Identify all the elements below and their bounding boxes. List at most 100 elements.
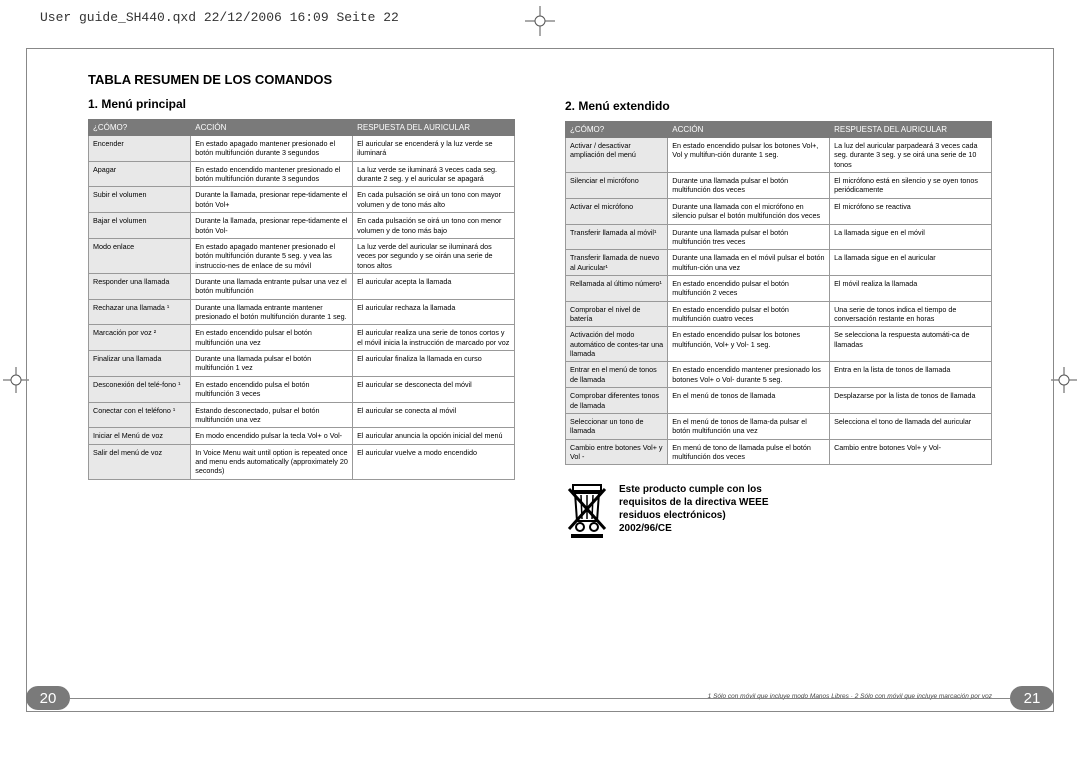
table-cell: Activación del modo automático de contes… — [566, 327, 668, 362]
table-cell: Durante una llamada pulsar el botón mult… — [668, 224, 830, 250]
table-cell: En cada pulsación se oirá un tono con me… — [353, 213, 515, 239]
table-cell: Activar el micrófono — [566, 198, 668, 224]
table-cell: Comprobar el nivel de batería — [566, 301, 668, 327]
table-cell: Rechazar una llamada ¹ — [89, 299, 191, 325]
col-header: ¿CÓMO? — [566, 122, 668, 138]
table-cell: Transferir llamada de nuevo al Auricular… — [566, 250, 668, 276]
table-cell: Activar / desactivar ampliación del menú — [566, 138, 668, 173]
table-cell: Cambio entre botones Vol+ y Vol- — [830, 439, 992, 465]
table-cell: Encender — [89, 136, 191, 162]
weee-line: 2002/96/CE — [619, 522, 769, 535]
table-cell: Iniciar el Menú de voz — [89, 428, 191, 444]
table-cell: In Voice Menu wait until option is repea… — [191, 444, 353, 479]
table-row: Rellamada al último número¹En estado enc… — [566, 275, 992, 301]
table-cell: Finalizar una llamada — [89, 351, 191, 377]
crop-mark-right — [1051, 367, 1077, 393]
section-title-right: 2. Menú extendido — [565, 99, 992, 113]
table-row: Bajar el volumenDurante la llamada, pres… — [89, 213, 515, 239]
table-cell: Conectar con el teléfono ¹ — [89, 402, 191, 428]
page-num: 21 — [1010, 686, 1054, 710]
table-cell: Subir el volumen — [89, 187, 191, 213]
table-row: Marcación por voz ²En estado encendido p… — [89, 325, 515, 351]
table-cell: Entrar en el menú de tonos de llamada — [566, 362, 668, 388]
table-row: EncenderEn estado apagado mantener presi… — [89, 136, 515, 162]
table-row: Activar el micrófonoDurante una llamada … — [566, 198, 992, 224]
table-cell: La luz del auricular parpadeará 3 veces … — [830, 138, 992, 173]
left-page: TABLA RESUMEN DE LOS COMANDOS 1. Menú pr… — [88, 72, 515, 698]
weee-text: Este producto cumple con los requisitos … — [619, 483, 769, 535]
table-row: Comprobar el nivel de bateríaEn estado e… — [566, 301, 992, 327]
table-cell: En estado encendido mantener presionado … — [668, 362, 830, 388]
table-cell: En cada pulsación se oirá un tono con ma… — [353, 187, 515, 213]
col-header: ACCIÓN — [668, 122, 830, 138]
table-cell: En estado encendido mantener presionado … — [191, 161, 353, 187]
table-cell: Entra en la lista de tonos de llamada — [830, 362, 992, 388]
col-header: RESPUESTA DEL AURICULAR — [830, 122, 992, 138]
table-row: Salir del menú de vozIn Voice Menu wait … — [89, 444, 515, 479]
table-cell: El micrófono se reactiva — [830, 198, 992, 224]
table-cell: El auricular finaliza la llamada en curs… — [353, 351, 515, 377]
table-cell: Desplazarse por la lista de tonos de lla… — [830, 388, 992, 414]
table-row: Subir el volumenDurante la llamada, pres… — [89, 187, 515, 213]
table-cell: Cambio entre botones Vol+ y Vol - — [566, 439, 668, 465]
table-row: Modo enlaceEn estado apagado mantener pr… — [89, 238, 515, 273]
table-row: Responder una llamadaDurante una llamada… — [89, 273, 515, 299]
table-cell: El auricular anuncia la opción inicial d… — [353, 428, 515, 444]
col-header: RESPUESTA DEL AURICULAR — [353, 120, 515, 136]
table-cell: En estado encendido pulsar el botón mult… — [191, 325, 353, 351]
col-header: ACCIÓN — [191, 120, 353, 136]
table-cell: Estando desconectado, pulsar el botón mu… — [191, 402, 353, 428]
table-cell: El auricular vuelve a modo encendido — [353, 444, 515, 479]
table-cell: El auricular se desconecta del móvil — [353, 376, 515, 402]
table-row: Iniciar el Menú de vozEn modo encendido … — [89, 428, 515, 444]
table-cell: En el menú de tonos de llamada — [668, 388, 830, 414]
table-cell: Modo enlace — [89, 238, 191, 273]
page-num: 20 — [26, 686, 70, 710]
commands-table-left: ¿CÓMO? ACCIÓN RESPUESTA DEL AURICULAR En… — [88, 119, 515, 480]
table-row: Rechazar una llamada ¹Durante una llamad… — [89, 299, 515, 325]
weee-line: residuos electrónicos) — [619, 509, 769, 522]
table-cell: El móvil realiza la llamada — [830, 275, 992, 301]
table-cell: Durante una llamada con el micrófono en … — [668, 198, 830, 224]
table-row: Silenciar el micrófonoDurante una llamad… — [566, 173, 992, 199]
table-cell: El micrófono está en silencio y se oyen … — [830, 173, 992, 199]
table-cell: La llamada sigue en el auricular — [830, 250, 992, 276]
table-row: Desconexión del telé-fono ¹En estado enc… — [89, 376, 515, 402]
table-cell: Apagar — [89, 161, 191, 187]
table-row: Entrar en el menú de tonos de llamadaEn … — [566, 362, 992, 388]
section-title-left: 1. Menú principal — [88, 97, 515, 111]
table-cell: En estado apagado mantener presionado el… — [191, 238, 353, 273]
table-cell: Bajar el volumen — [89, 213, 191, 239]
table-cell: Durante una llamada en el móvil pulsar e… — [668, 250, 830, 276]
table-cell: Durante la llamada, presionar repe-tidam… — [191, 213, 353, 239]
print-header: User guide_SH440.qxd 22/12/2006 16:09 Se… — [40, 10, 399, 25]
col-header: ¿CÓMO? — [89, 120, 191, 136]
table-cell: Comprobar diferentes tonos de llamada — [566, 388, 668, 414]
table-row: ApagarEn estado encendido mantener presi… — [89, 161, 515, 187]
table-cell: En estado encendido pulsar el botón mult… — [668, 301, 830, 327]
table-row: Finalizar una llamadaDurante una llamada… — [89, 351, 515, 377]
table-cell: Seleccionar un tono de llamada — [566, 413, 668, 439]
commands-table-right: ¿CÓMO? ACCIÓN RESPUESTA DEL AURICULAR Ac… — [565, 121, 992, 465]
weee-line: Este producto cumple con los — [619, 483, 769, 496]
table-cell: Silenciar el micrófono — [566, 173, 668, 199]
table-row: Comprobar diferentes tonos de llamadaEn … — [566, 388, 992, 414]
table-cell: Durante una llamada pulsar el botón mult… — [191, 351, 353, 377]
table-row: Transferir llamada al móvil¹Durante una … — [566, 224, 992, 250]
table-cell: Una serie de tonos indica el tiempo de c… — [830, 301, 992, 327]
table-row: Conectar con el teléfono ¹Estando descon… — [89, 402, 515, 428]
table-cell: En estado encendido pulsar los botones V… — [668, 138, 830, 173]
table-cell: Transferir llamada al móvil¹ — [566, 224, 668, 250]
table-cell: En menú de tono de llamada pulse el botó… — [668, 439, 830, 465]
table-cell: La luz verde se iluminará 3 veces cada s… — [353, 161, 515, 187]
table-cell: La llamada sigue en el móvil — [830, 224, 992, 250]
table-cell: En estado apagado mantener presionado el… — [191, 136, 353, 162]
table-cell: En modo encendido pulsar la tecla Vol+ o… — [191, 428, 353, 444]
table-cell: En estado encendido pulsar el botón mult… — [668, 275, 830, 301]
table-cell: Salir del menú de voz — [89, 444, 191, 479]
table-cell: El auricular realiza una serie de tonos … — [353, 325, 515, 351]
table-row: Activación del modo automático de contes… — [566, 327, 992, 362]
table-cell: Rellamada al último número¹ — [566, 275, 668, 301]
document-title: TABLA RESUMEN DE LOS COMANDOS — [88, 72, 515, 87]
right-page: 2. Menú extendido ¿CÓMO? ACCIÓN RESPUEST… — [565, 72, 992, 698]
